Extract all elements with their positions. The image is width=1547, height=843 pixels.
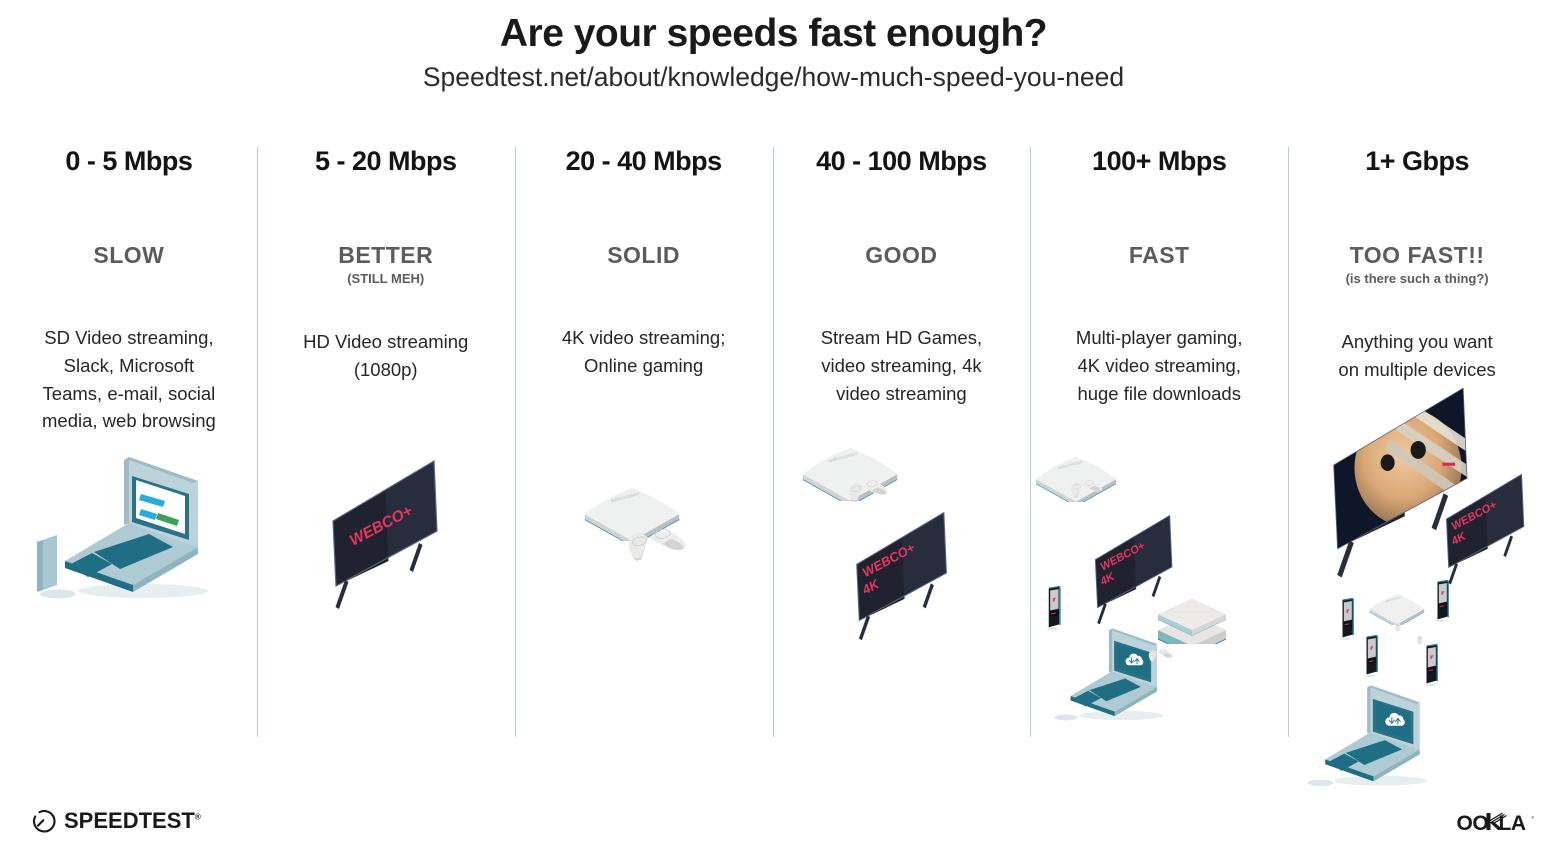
svg-text:®: ®	[1532, 816, 1535, 820]
svg-text:LA: LA	[1499, 812, 1526, 835]
svg-text:OO: OO	[1457, 812, 1489, 835]
